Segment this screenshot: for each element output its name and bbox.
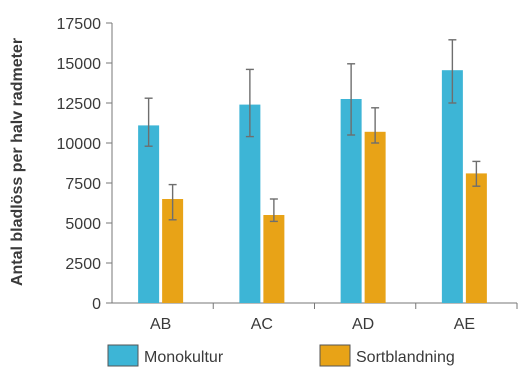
error-bars bbox=[144, 39, 481, 223]
bar-monokultur-ae bbox=[441, 70, 463, 303]
legend-label-monokultur: Monokultur bbox=[144, 349, 224, 366]
bar-sortblandning-ad bbox=[364, 131, 386, 303]
bar-sortblandning-ae bbox=[465, 173, 487, 303]
y-tick-label: 10000 bbox=[57, 136, 102, 153]
y-axis: 0 2500 5000 7500 10000 12500 15000 17500 bbox=[57, 16, 113, 313]
legend-label-sortblandning: Sortblandning bbox=[356, 349, 455, 366]
y-tick-label: 12500 bbox=[57, 96, 102, 113]
x-tick-label: AB bbox=[150, 316, 171, 333]
bar-sortblandning-ab bbox=[162, 199, 184, 303]
y-tick-label: 7500 bbox=[65, 176, 101, 193]
bar-sortblandning-ac bbox=[263, 215, 285, 303]
bars bbox=[138, 70, 487, 304]
x-tick-label: AC bbox=[251, 316, 273, 333]
bar-monokultur-ab bbox=[138, 125, 160, 304]
y-axis-title: Antal bladlöss per halv radmeter bbox=[9, 38, 26, 286]
legend-swatch-sortblandning bbox=[319, 344, 351, 367]
y-tick-label: 2500 bbox=[65, 256, 101, 273]
bar-monokultur-ac bbox=[239, 104, 261, 303]
x-tick-label: AD bbox=[352, 316, 374, 333]
y-tick-label: 15000 bbox=[57, 56, 102, 73]
x-tick-label: AE bbox=[454, 316, 475, 333]
bar-monokultur-ad bbox=[340, 99, 362, 303]
y-tick-label: 17500 bbox=[57, 16, 102, 33]
y-tick-label: 5000 bbox=[65, 216, 101, 233]
legend: Monokultur Sortblandning bbox=[107, 344, 455, 367]
y-tick-label: 0 bbox=[92, 296, 101, 313]
x-axis: AB AC AD AE bbox=[112, 302, 518, 333]
legend-swatch-monokultur bbox=[107, 344, 139, 367]
